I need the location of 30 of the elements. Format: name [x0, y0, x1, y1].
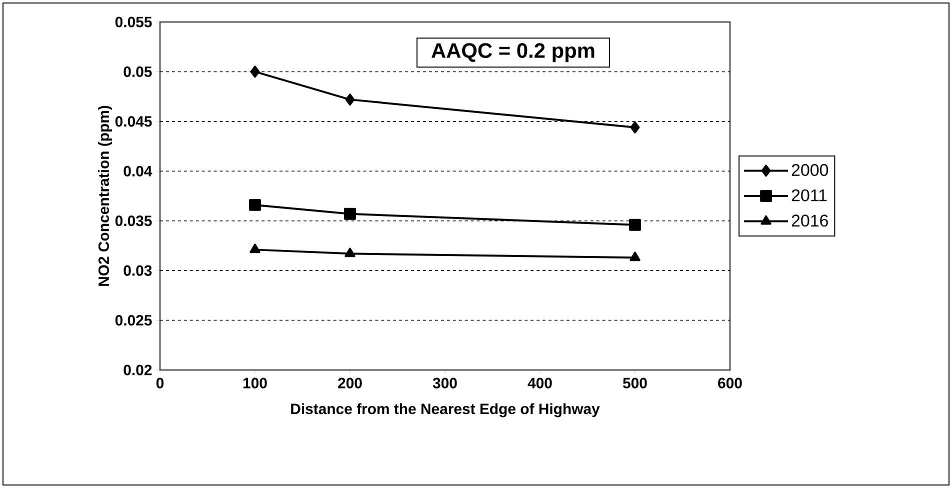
point — [344, 248, 356, 258]
x-tick-label: 100 — [243, 378, 267, 388]
point — [345, 94, 355, 106]
x-tick-label: 0 — [156, 378, 164, 388]
point — [630, 121, 640, 134]
point — [630, 252, 640, 262]
legend-label: 2011 — [792, 189, 827, 202]
y-tick-label: 0.055 — [115, 16, 152, 28]
x-axis-title: Distance from the Nearest Edge of Highway — [291, 403, 600, 418]
x-tick-label: 400 — [528, 378, 552, 388]
annotation: AAQC = 0.2 ppm — [432, 43, 594, 62]
y-tick-label: 0.025 — [115, 314, 152, 326]
legend-label: 2016 — [792, 214, 828, 227]
y-tick-label: 0.03 — [124, 265, 152, 276]
y-tick-label: 0.04 — [124, 166, 152, 176]
y-tick-label: 0.05 — [124, 66, 152, 77]
point — [629, 218, 641, 231]
point — [344, 208, 356, 220]
point — [250, 66, 260, 78]
y-axis-title: NO2 Concentration (ppm) — [98, 106, 112, 286]
legend-label: 2000 — [792, 164, 828, 176]
y-tick-label: 0.045 — [115, 116, 152, 127]
y-tick-label: 0.035 — [115, 216, 152, 226]
point — [249, 198, 261, 211]
x-tick-label: 300 — [432, 378, 457, 388]
x-tick-label: 600 — [718, 378, 742, 388]
y-tick-label: 0.02 — [124, 364, 152, 376]
x-tick-label: 200 — [338, 378, 362, 388]
point — [250, 244, 260, 254]
x-tick-label: 500 — [622, 378, 647, 388]
